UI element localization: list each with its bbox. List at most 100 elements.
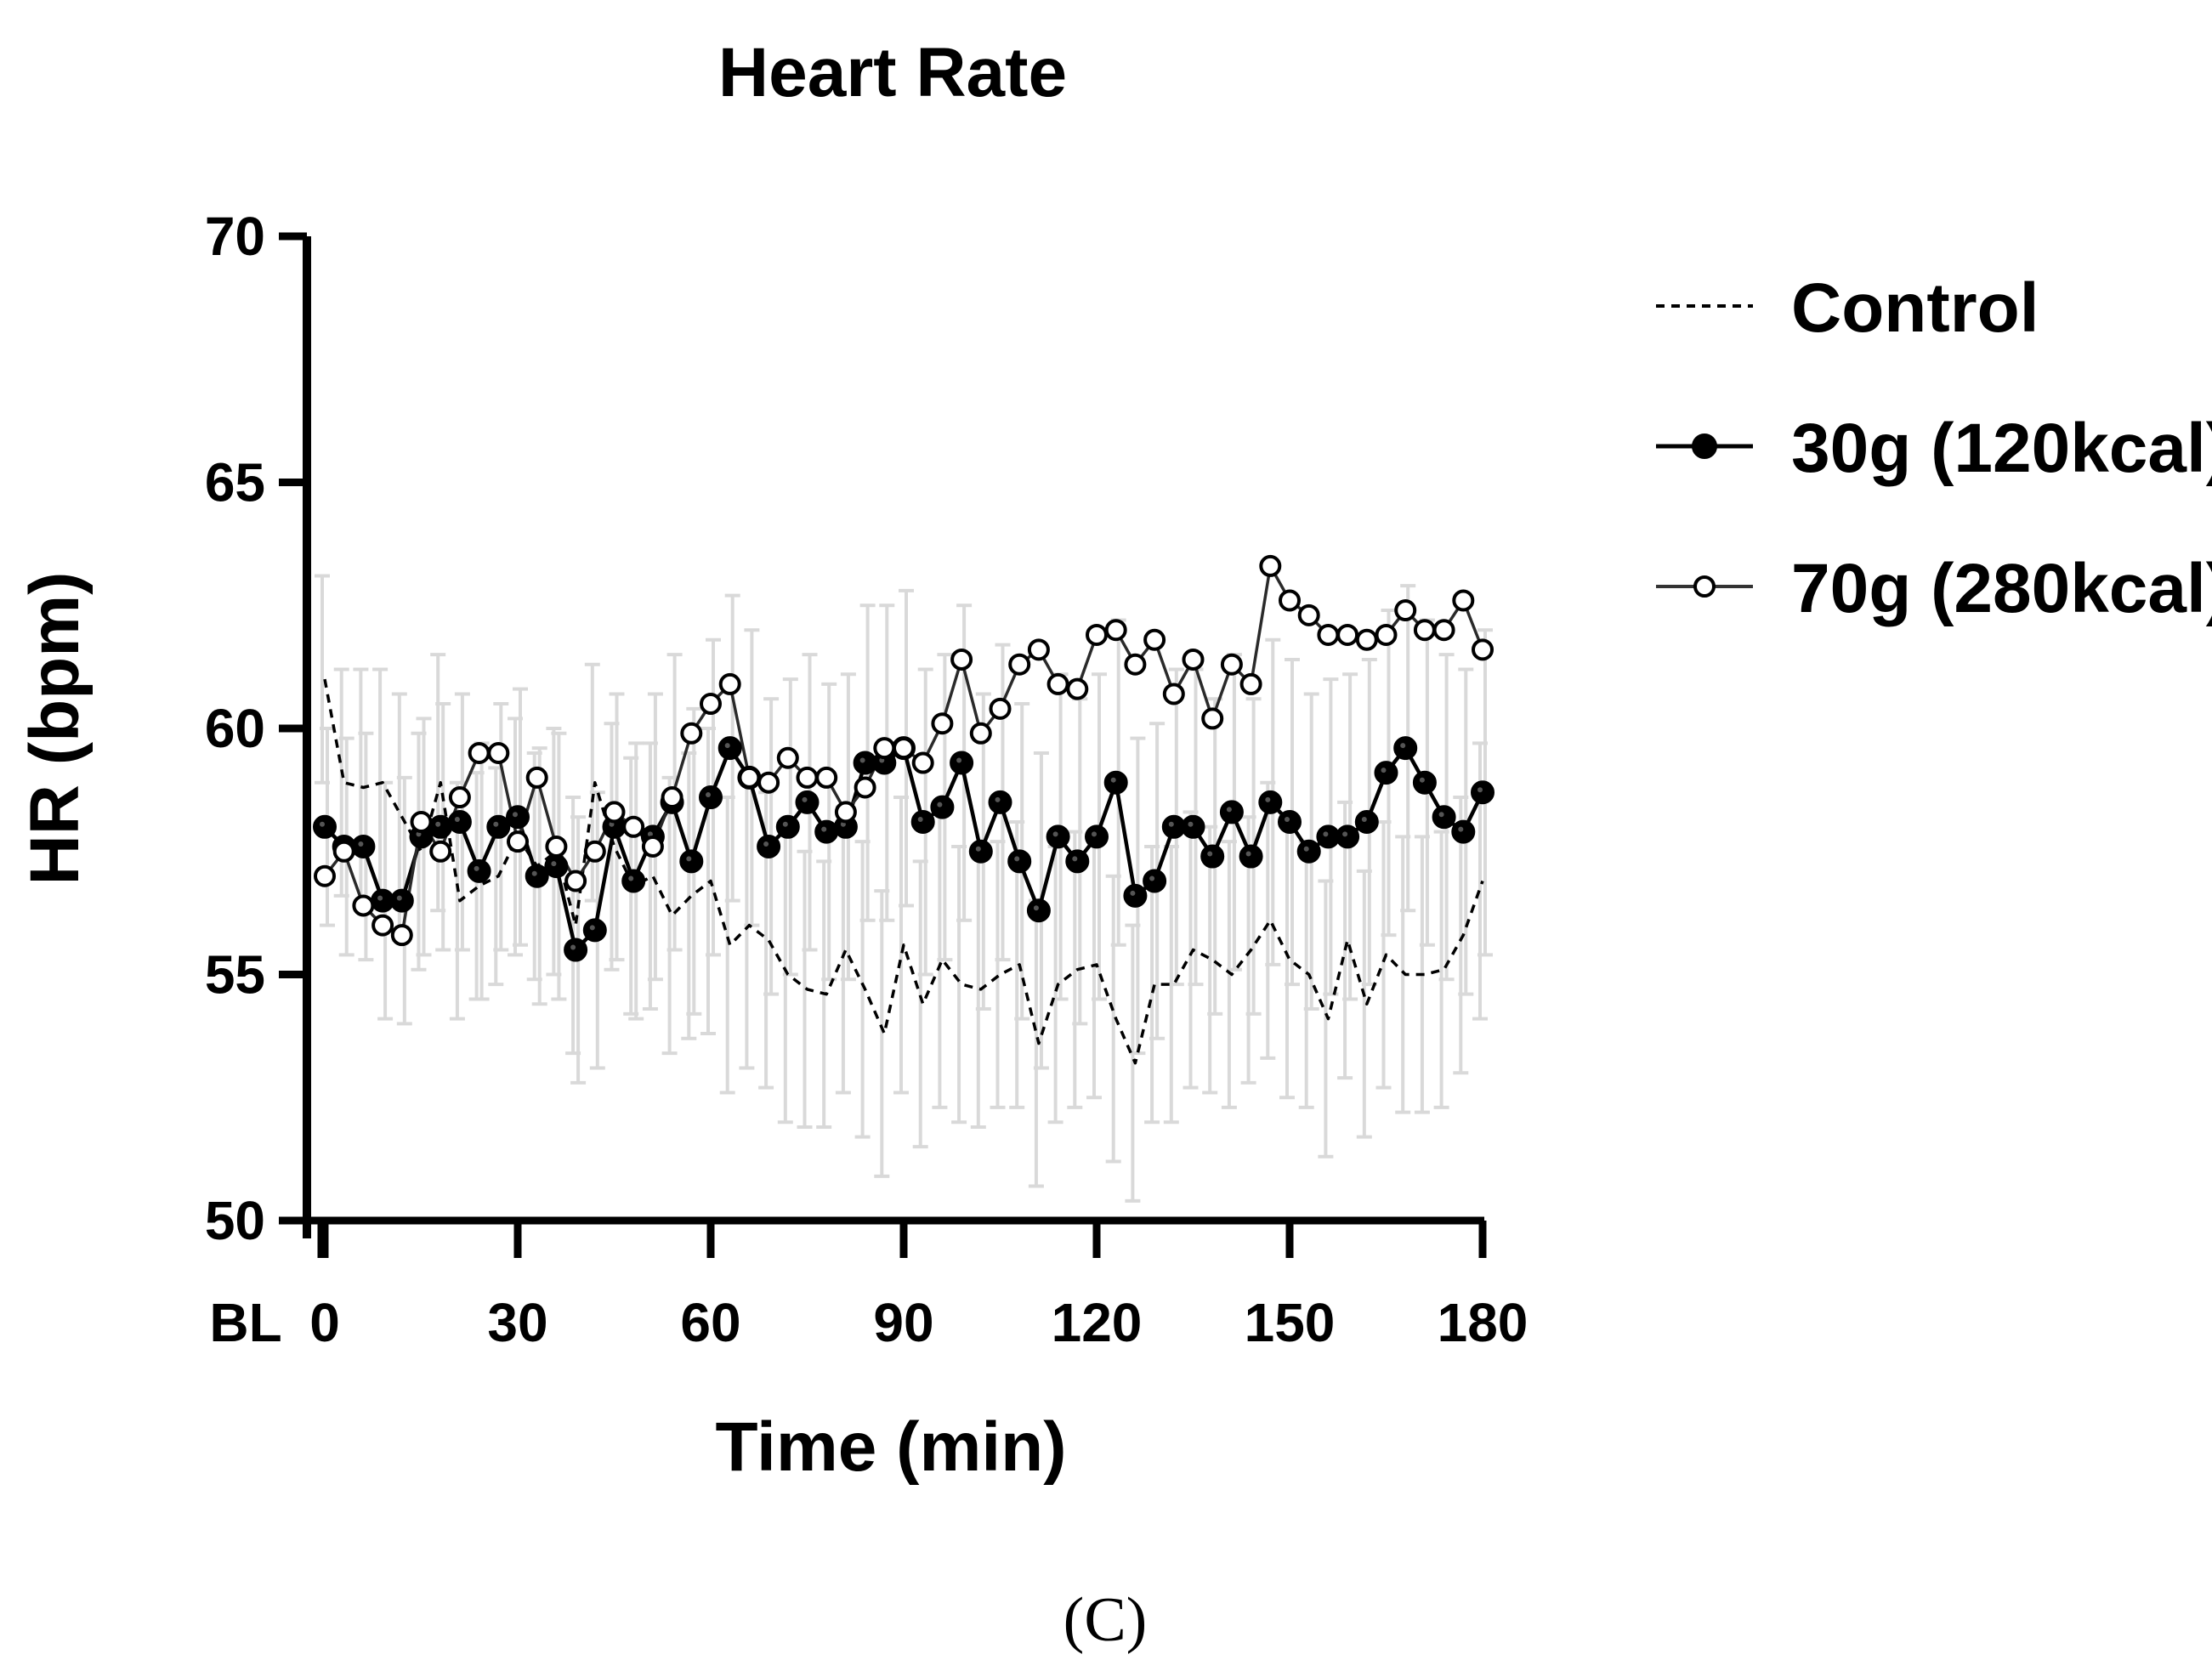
data-point-30g-highlight — [821, 826, 827, 832]
data-point-70g — [1279, 589, 1301, 612]
data-point-30g-highlight — [1342, 831, 1348, 837]
y-tick-label-55: 55 — [205, 944, 265, 1006]
data-point-30g-highlight — [358, 841, 364, 847]
data-point-30g-highlight — [975, 846, 981, 852]
data-point-30g-highlight — [1400, 743, 1406, 749]
data-point-30g — [775, 814, 800, 839]
data-point-30g — [1085, 824, 1109, 849]
panel-label: (C) — [1063, 1585, 1148, 1655]
data-point-30g-highlight — [454, 817, 460, 823]
data-point-30g — [1181, 814, 1205, 839]
data-point-30g — [717, 736, 742, 761]
data-point-30g — [1374, 761, 1398, 785]
data-point-70g — [1008, 653, 1031, 676]
data-point-30g — [1412, 770, 1437, 795]
data-point-70g — [448, 786, 471, 809]
data-point-70g — [1124, 653, 1147, 676]
data-point-70g — [507, 830, 529, 853]
data-point-70g — [1162, 683, 1185, 705]
data-point-30g — [447, 810, 472, 835]
data-point-70g — [1259, 554, 1282, 577]
data-point-30g — [910, 810, 935, 835]
chart-title: Heart Rate — [718, 34, 1067, 111]
data-point-30g-highlight — [782, 821, 788, 827]
data-point-30g — [1239, 844, 1263, 869]
data-point-30g-highlight — [1303, 846, 1309, 852]
data-point-70g — [661, 786, 683, 809]
data-point-30g-highlight — [1285, 817, 1290, 823]
data-point-70g — [622, 815, 645, 838]
x-tick-label-60: 60 — [680, 1292, 740, 1353]
data-point-30g-highlight — [1458, 826, 1464, 832]
y-ticks: 50 55 60 65 70 — [205, 206, 307, 1251]
data-point-70g — [352, 894, 375, 917]
data-point-30g — [1451, 819, 1476, 844]
data-point-70g — [1297, 603, 1320, 626]
data-point-30g-highlight — [1226, 807, 1232, 813]
data-point-30g-highlight — [1110, 777, 1116, 783]
data-point-30g — [699, 785, 723, 810]
data-point-30g-highlight — [1438, 812, 1444, 818]
data-point-30g — [506, 805, 530, 830]
data-point-30g — [1007, 849, 1032, 874]
data-point-70g — [583, 840, 606, 863]
data-point-30g — [1123, 883, 1148, 908]
data-point-70g — [1355, 628, 1378, 651]
data-point-70g — [1394, 599, 1417, 622]
legend-label-control: Control — [1791, 269, 2039, 347]
data-point-30g-highlight — [937, 802, 943, 807]
legend-item-control: Control — [1656, 269, 2039, 347]
data-point-30g — [467, 858, 491, 883]
data-point-70g — [1046, 672, 1069, 695]
data-point-70g — [487, 741, 510, 764]
data-point-30g — [525, 864, 549, 888]
data-point-30g — [795, 790, 820, 814]
data-point-30g-highlight — [493, 821, 499, 827]
y-tick-label-60: 60 — [205, 698, 265, 759]
data-point-30g-highlight — [396, 895, 402, 901]
data-point-70g — [757, 771, 780, 794]
x-tick-label-30: 30 — [487, 1292, 547, 1353]
data-point-70g — [545, 835, 568, 858]
y-tick-label-50: 50 — [205, 1190, 265, 1251]
data-point-30g-highlight — [1092, 831, 1097, 837]
data-point-30g-highlight — [1149, 875, 1155, 881]
data-point-70g — [525, 766, 548, 789]
data-point-30g-highlight — [1265, 796, 1271, 802]
data-point-30g-highlight — [859, 757, 865, 763]
data-point-30g-highlight — [1168, 821, 1174, 827]
data-point-30g — [351, 834, 376, 858]
data-point-30g — [486, 814, 511, 839]
data-point-70g — [1472, 638, 1494, 661]
data-point-30g-highlight — [1052, 831, 1058, 837]
data-point-30g — [1354, 810, 1379, 835]
data-point-70g — [468, 741, 491, 764]
data-point-70g — [1104, 619, 1127, 642]
error-bar — [874, 889, 890, 1178]
x-tick-label-120: 120 — [1052, 1292, 1143, 1353]
data-point-30g-highlight — [995, 796, 1001, 802]
data-point-30g — [1336, 824, 1360, 849]
data-point-70g — [1375, 623, 1398, 646]
legend-item-30g: 30g (120kcal) — [1656, 410, 2212, 487]
data-point-30g-highlight — [531, 870, 537, 876]
data-point-30g-highlight — [1381, 768, 1387, 773]
data-point-30g — [1065, 849, 1090, 874]
data-point-30g — [1143, 869, 1167, 893]
data-point-70g — [332, 840, 355, 863]
x-tick-label-baseline: BL — [209, 1292, 281, 1353]
data-point-70g — [969, 722, 992, 745]
data-point-30g-highlight — [513, 812, 518, 818]
data-point-30g — [1046, 824, 1070, 849]
x-axis-label: Time (min) — [715, 1408, 1066, 1486]
legend-label-70g: 70g (280kcal) — [1791, 550, 2212, 627]
series-markers — [313, 554, 1495, 962]
y-axis-label: HR (bpm) — [16, 572, 94, 886]
data-point-30g-highlight — [802, 796, 808, 802]
data-point-70g — [1220, 653, 1243, 676]
data-point-70g — [911, 751, 934, 774]
data-point-30g — [1393, 736, 1418, 761]
data-point-70g — [390, 924, 413, 947]
data-point-30g-highlight — [724, 743, 730, 749]
